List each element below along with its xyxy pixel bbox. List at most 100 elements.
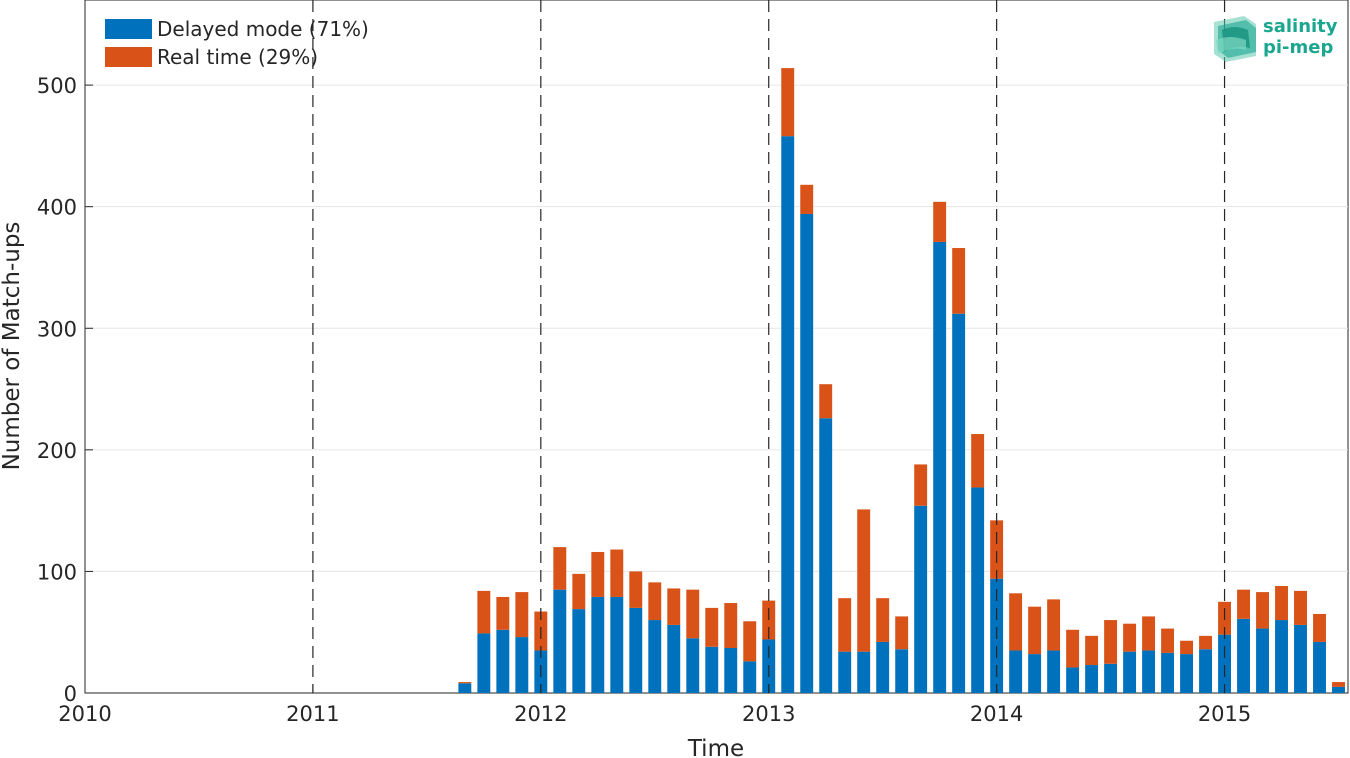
- bar-delayed-mode: [1047, 650, 1061, 693]
- bar-delayed-mode: [1218, 634, 1232, 693]
- bar-real-time: [648, 582, 662, 621]
- bar-delayed-mode: [1123, 651, 1137, 693]
- bar-delayed-mode: [496, 629, 510, 693]
- bar-delayed-mode: [914, 505, 928, 693]
- bar-delayed-mode: [629, 607, 643, 693]
- bar-delayed-mode: [1294, 624, 1307, 693]
- bar-real-time: [1275, 586, 1288, 621]
- bar-real-time: [1294, 590, 1307, 625]
- y-tick-label: 500: [37, 74, 77, 98]
- bar-real-time: [1104, 620, 1118, 664]
- bar-real-time: [1256, 592, 1269, 629]
- logo-text-line1: salinity: [1263, 16, 1338, 37]
- bar-real-time: [1009, 593, 1023, 651]
- bar-real-time: [1028, 606, 1042, 655]
- x-tick-label: 2013: [742, 702, 795, 726]
- bar-delayed-mode: [591, 596, 605, 693]
- bar-delayed-mode: [781, 136, 795, 693]
- y-tick-label: 100: [37, 560, 77, 584]
- bar-real-time: [1085, 635, 1099, 666]
- bar-delayed-mode: [686, 638, 700, 693]
- x-tick-label: 2012: [514, 702, 567, 726]
- ticks: 0 100 200 300 400 500 2010 2011 2012 2013 2014 2015: [37, 74, 1251, 726]
- bar-delayed-mode: [800, 213, 814, 693]
- bar-real-time: [591, 551, 605, 597]
- bar-delayed-mode: [477, 633, 491, 693]
- bar-real-time: [781, 68, 795, 137]
- bar-real-time: [1332, 682, 1345, 687]
- bar-delayed-mode: [515, 637, 529, 693]
- bar-real-time: [477, 590, 491, 634]
- x-tick-label: 2011: [286, 702, 339, 726]
- legend: Delayed mode (71%) Real time (29%): [105, 17, 369, 69]
- bar-real-time: [515, 592, 529, 638]
- bar-delayed-mode: [971, 487, 985, 693]
- bars: [458, 68, 1345, 693]
- bar-real-time: [762, 600, 776, 640]
- bar-real-time: [990, 520, 1004, 579]
- x-tick-label: 2010: [58, 702, 111, 726]
- bar-real-time: [724, 603, 738, 649]
- bar-real-time: [800, 184, 814, 214]
- bar-delayed-mode: [610, 596, 624, 693]
- year-dividers: [312, 0, 1226, 693]
- bar-real-time: [705, 607, 719, 647]
- bar-real-time: [686, 589, 700, 639]
- bar-delayed-mode: [1275, 620, 1288, 693]
- legend-label-realtime: Real time (29%): [157, 45, 318, 69]
- bar-delayed-mode: [1085, 665, 1099, 693]
- bar-delayed-mode: [819, 418, 833, 693]
- bar-delayed-mode: [895, 649, 909, 693]
- bar-delayed-mode: [572, 609, 586, 693]
- bar-delayed-mode: [933, 241, 947, 693]
- bar-real-time: [629, 571, 643, 608]
- bar-real-time: [971, 434, 985, 488]
- y-tick-label: 0: [64, 682, 77, 706]
- bar-real-time: [572, 573, 586, 610]
- bar-real-time: [553, 547, 567, 590]
- bar-delayed-mode: [1066, 667, 1080, 693]
- bar-real-time: [1237, 589, 1250, 619]
- bar-delayed-mode: [667, 624, 681, 693]
- bar-delayed-mode: [952, 313, 966, 693]
- bar-real-time: [895, 616, 909, 650]
- bar-real-time: [458, 682, 472, 684]
- bar-real-time: [1199, 635, 1213, 650]
- logo-text-line2: pi-mep: [1263, 37, 1333, 58]
- bar-delayed-mode: [857, 651, 871, 693]
- bar-real-time: [838, 598, 852, 652]
- bar-delayed-mode: [1142, 650, 1156, 693]
- bar-delayed-mode: [458, 683, 472, 693]
- bar-real-time: [1066, 629, 1080, 668]
- bar-delayed-mode: [1237, 618, 1250, 693]
- bar-real-time: [667, 588, 681, 625]
- bar-real-time: [819, 384, 833, 419]
- bar-real-time: [1161, 628, 1175, 653]
- bar-real-time: [1047, 599, 1061, 651]
- bar-delayed-mode: [705, 646, 719, 693]
- bar-real-time: [1313, 613, 1326, 642]
- bar-delayed-mode: [1161, 652, 1175, 693]
- bar-real-time: [876, 598, 890, 642]
- bar-real-time: [933, 201, 947, 242]
- bar-delayed-mode: [838, 651, 852, 693]
- bar-delayed-mode: [876, 641, 890, 693]
- bar-delayed-mode: [648, 620, 662, 693]
- bar-real-time: [743, 621, 757, 662]
- salinity-pimep-logo: salinity pi-mep: [1214, 16, 1338, 62]
- bar-delayed-mode: [1313, 641, 1326, 693]
- bar-delayed-mode: [1180, 654, 1194, 693]
- bar-real-time: [952, 248, 966, 314]
- y-tick-label: 300: [37, 317, 77, 341]
- x-axis-title: Time: [687, 736, 744, 758]
- bar-real-time: [857, 509, 871, 652]
- bar-delayed-mode: [724, 648, 738, 693]
- y-tick-label: 200: [37, 439, 77, 463]
- bar-delayed-mode: [1028, 654, 1042, 693]
- y-axis-title: Number of Match-ups: [0, 222, 25, 471]
- bar-real-time: [1180, 640, 1194, 655]
- legend-swatch-delayed: [105, 19, 152, 39]
- y-tick-label: 400: [37, 196, 77, 220]
- legend-label-delayed: Delayed mode (71%): [157, 17, 369, 41]
